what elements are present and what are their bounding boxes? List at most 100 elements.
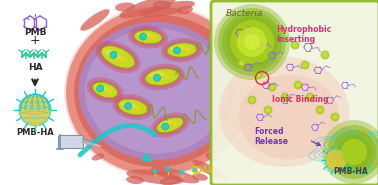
Ellipse shape	[134, 30, 162, 44]
Circle shape	[172, 121, 177, 126]
Ellipse shape	[139, 64, 185, 90]
Circle shape	[307, 95, 313, 100]
Ellipse shape	[160, 177, 180, 185]
Circle shape	[293, 80, 302, 90]
Ellipse shape	[112, 94, 154, 120]
Ellipse shape	[220, 71, 229, 121]
Ellipse shape	[153, 1, 171, 9]
Circle shape	[333, 115, 338, 120]
Ellipse shape	[87, 77, 124, 103]
Circle shape	[330, 112, 339, 122]
Circle shape	[19, 94, 51, 126]
Circle shape	[327, 125, 378, 179]
Circle shape	[174, 47, 181, 54]
Circle shape	[218, 8, 286, 76]
Circle shape	[237, 27, 267, 57]
Circle shape	[139, 33, 147, 40]
Text: PMB-HA: PMB-HA	[333, 167, 368, 176]
Ellipse shape	[137, 32, 151, 38]
Circle shape	[337, 135, 371, 169]
Ellipse shape	[175, 62, 201, 100]
Circle shape	[263, 105, 273, 115]
Text: Release: Release	[254, 137, 288, 146]
Ellipse shape	[118, 4, 132, 10]
Ellipse shape	[155, 2, 169, 8]
Circle shape	[260, 45, 265, 50]
Circle shape	[256, 73, 260, 78]
Text: Ionic Binding: Ionic Binding	[272, 95, 328, 104]
Text: Hydrophobic: Hydrophobic	[276, 25, 331, 34]
Circle shape	[321, 51, 330, 60]
Ellipse shape	[115, 2, 135, 12]
Circle shape	[291, 41, 299, 50]
Ellipse shape	[128, 25, 168, 49]
Circle shape	[226, 16, 278, 68]
Circle shape	[302, 63, 307, 68]
Circle shape	[293, 43, 297, 48]
Ellipse shape	[142, 66, 182, 88]
Ellipse shape	[101, 46, 135, 68]
Circle shape	[240, 60, 245, 65]
Circle shape	[230, 20, 274, 64]
Circle shape	[257, 43, 266, 51]
Circle shape	[265, 107, 271, 112]
Ellipse shape	[85, 28, 227, 154]
Ellipse shape	[156, 117, 183, 132]
Circle shape	[222, 12, 282, 72]
Circle shape	[322, 120, 378, 184]
Text: HA: HA	[28, 63, 42, 72]
Circle shape	[237, 58, 246, 68]
Ellipse shape	[81, 9, 110, 31]
Ellipse shape	[121, 101, 136, 108]
Text: PMB-HA: PMB-HA	[16, 128, 54, 137]
Ellipse shape	[208, 154, 216, 160]
Circle shape	[164, 74, 169, 79]
Ellipse shape	[141, 1, 195, 17]
Ellipse shape	[149, 71, 165, 78]
Ellipse shape	[167, 43, 197, 57]
Text: Forced: Forced	[254, 127, 284, 136]
Circle shape	[184, 47, 189, 52]
Ellipse shape	[96, 41, 141, 73]
Ellipse shape	[180, 7, 191, 13]
Circle shape	[107, 89, 112, 94]
Ellipse shape	[161, 38, 203, 62]
Ellipse shape	[134, 102, 170, 120]
Text: Bacteria: Bacteria	[226, 9, 263, 18]
Ellipse shape	[192, 173, 208, 181]
Ellipse shape	[145, 69, 179, 85]
Ellipse shape	[159, 120, 172, 126]
Circle shape	[322, 53, 327, 58]
Circle shape	[325, 149, 347, 171]
Ellipse shape	[154, 82, 186, 110]
Ellipse shape	[98, 43, 138, 71]
Ellipse shape	[195, 175, 205, 179]
Ellipse shape	[74, 15, 242, 167]
Ellipse shape	[126, 169, 184, 185]
Ellipse shape	[177, 6, 193, 14]
Ellipse shape	[95, 85, 107, 91]
Circle shape	[120, 57, 125, 62]
Circle shape	[305, 92, 314, 102]
Circle shape	[296, 83, 301, 88]
Circle shape	[243, 31, 253, 40]
Circle shape	[110, 51, 117, 58]
Ellipse shape	[104, 49, 121, 59]
Text: PMB: PMB	[24, 28, 46, 37]
Circle shape	[245, 33, 251, 38]
Ellipse shape	[206, 153, 218, 161]
Circle shape	[316, 105, 324, 115]
Circle shape	[152, 169, 158, 174]
Ellipse shape	[84, 105, 112, 117]
Circle shape	[248, 95, 257, 105]
Circle shape	[332, 130, 376, 174]
Circle shape	[166, 166, 170, 171]
Circle shape	[268, 83, 276, 92]
Ellipse shape	[126, 176, 144, 184]
Ellipse shape	[99, 92, 132, 100]
Circle shape	[135, 105, 140, 111]
Circle shape	[180, 169, 184, 174]
Ellipse shape	[151, 167, 199, 183]
Ellipse shape	[79, 22, 234, 160]
Circle shape	[280, 92, 290, 102]
